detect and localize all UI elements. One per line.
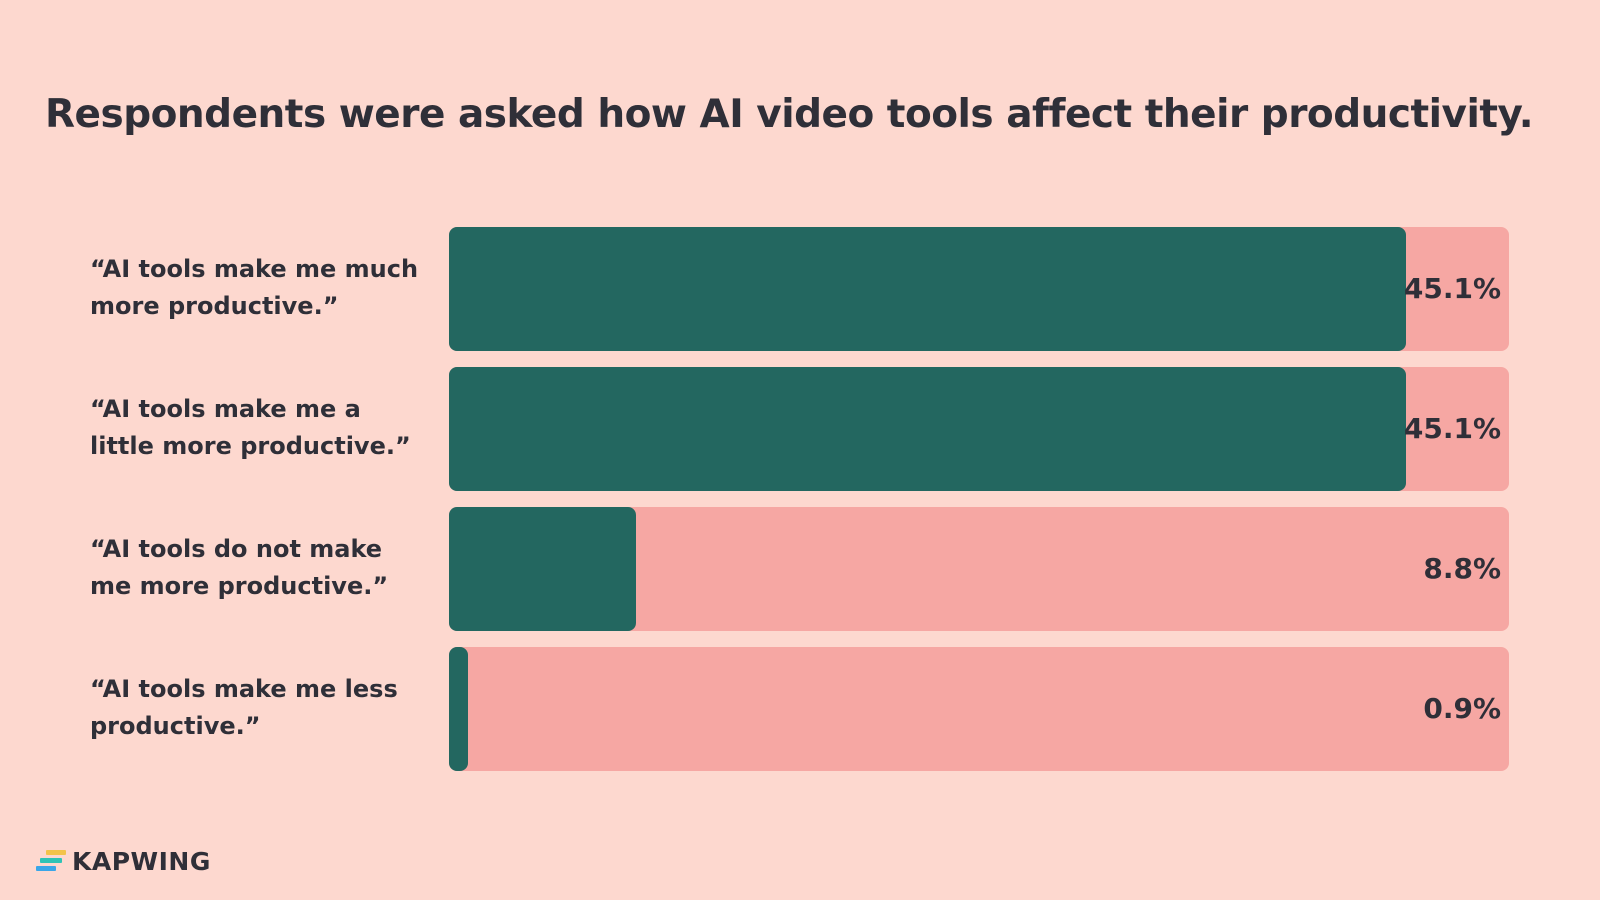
category-label: “AI tools do not make me more productive… bbox=[90, 535, 389, 600]
category-label: “AI tools make me a little more producti… bbox=[90, 395, 411, 460]
kapwing-logo-icon bbox=[36, 850, 66, 872]
bar bbox=[449, 507, 636, 631]
bar-track: 0.9% bbox=[449, 647, 1509, 771]
category-label: “AI tools make me much more productive.” bbox=[90, 255, 419, 320]
data-label: 8.8% bbox=[1423, 552, 1501, 585]
bar bbox=[449, 647, 469, 771]
bar bbox=[449, 367, 1406, 491]
data-label: 0.9% bbox=[1423, 692, 1501, 725]
bar bbox=[449, 227, 1406, 351]
kapwing-logo: KAPWING bbox=[36, 846, 211, 876]
bar-track: 45.1% bbox=[449, 227, 1509, 351]
category-label: “AI tools make me less productive.” bbox=[90, 675, 398, 740]
data-label: 45.1% bbox=[1403, 272, 1501, 305]
bar-track: 8.8% bbox=[449, 507, 1509, 631]
chart-title: Respondents were asked how AI video tool… bbox=[45, 92, 1534, 137]
bar-track: 45.1% bbox=[449, 367, 1509, 491]
data-label: 45.1% bbox=[1403, 412, 1501, 445]
brand-name: KAPWING bbox=[72, 846, 211, 876]
